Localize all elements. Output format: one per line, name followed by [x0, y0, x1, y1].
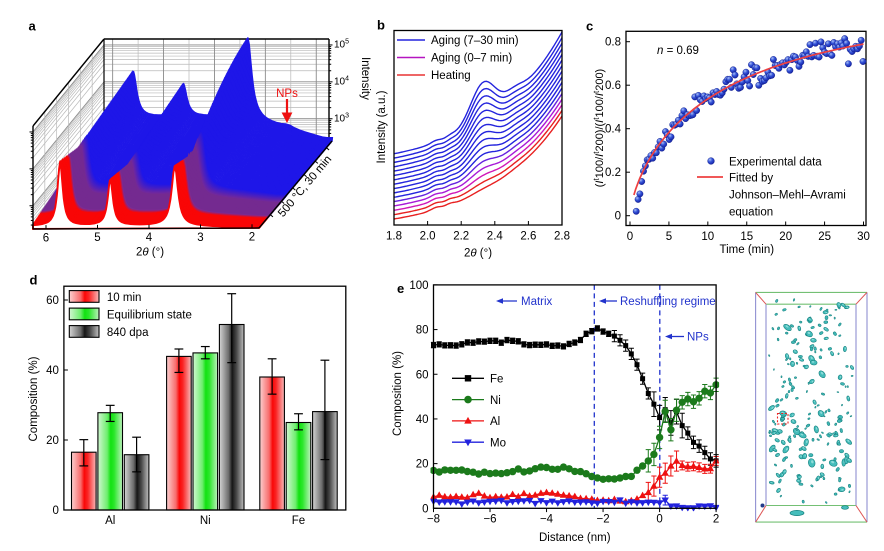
svg-text:2.4: 2.4 [487, 231, 504, 243]
svg-text:Composition (%): Composition (%) [28, 356, 40, 441]
svg-text:−8: −8 [427, 513, 440, 525]
svg-text:n = 0.69: n = 0.69 [657, 45, 699, 57]
svg-text:Fitted by: Fitted by [729, 173, 773, 185]
svg-text:a: a [29, 18, 37, 33]
svg-text:Fe: Fe [292, 515, 305, 527]
svg-text:2: 2 [249, 232, 255, 244]
svg-text:104: 104 [334, 76, 349, 88]
svg-text:0: 0 [422, 503, 428, 515]
svg-text:0: 0 [52, 505, 58, 517]
svg-text:30: 30 [857, 231, 870, 243]
svg-text:Heating: Heating [431, 70, 471, 82]
svg-text:equation: equation [729, 207, 773, 219]
svg-text:Composition (%): Composition (%) [392, 351, 404, 436]
svg-text:5: 5 [666, 231, 672, 243]
svg-text:20: 20 [779, 231, 792, 243]
svg-text:Mo: Mo [490, 438, 506, 450]
svg-text:Distance (nm): Distance (nm) [539, 532, 611, 544]
svg-text:Time (min): Time (min) [720, 244, 775, 256]
svg-text:Ni: Ni [200, 515, 211, 527]
svg-text:−2: −2 [597, 513, 610, 525]
svg-text:0.8: 0.8 [605, 37, 621, 49]
svg-text:d: d [30, 273, 38, 288]
svg-text:4: 4 [146, 232, 153, 244]
svg-text:2: 2 [713, 513, 719, 525]
svg-text:10: 10 [701, 231, 714, 243]
svg-text:NPs: NPs [276, 88, 298, 100]
svg-text:840 dpa: 840 dpa [107, 327, 149, 339]
svg-text:0.2: 0.2 [605, 167, 621, 179]
svg-text:2.8: 2.8 [554, 231, 570, 243]
svg-text:20: 20 [46, 435, 59, 447]
svg-text:(It100/It200)/(It100/It200): (It100/It200)/(It100/It200) [592, 69, 606, 187]
svg-text:40: 40 [46, 365, 59, 377]
svg-text:2θ (°): 2θ (°) [464, 248, 492, 260]
svg-text:2θ (°): 2θ (°) [136, 247, 164, 259]
svg-text:Johnson–Mehl–Avrami: Johnson–Mehl–Avrami [729, 190, 846, 202]
svg-text:103: 103 [334, 113, 349, 125]
svg-text:0: 0 [627, 231, 633, 243]
svg-text:Equilibrium state: Equilibrium state [107, 309, 192, 321]
svg-text:Reshuffling regime: Reshuffling regime [620, 296, 716, 308]
svg-text:0: 0 [656, 513, 662, 525]
svg-text:0.4: 0.4 [605, 124, 622, 136]
svg-text:Fe: Fe [490, 374, 503, 386]
svg-text:Intensity (a.u.): Intensity (a.u.) [376, 90, 388, 163]
svg-text:Al: Al [490, 416, 500, 428]
svg-text:25: 25 [818, 231, 831, 243]
svg-text:Intensity: Intensity [359, 57, 371, 100]
svg-text:80: 80 [416, 325, 429, 337]
svg-text:40: 40 [416, 414, 429, 426]
svg-text:Aging (7–30 min): Aging (7–30 min) [431, 35, 519, 47]
svg-text:−6: −6 [483, 513, 496, 525]
svg-text:0.6: 0.6 [605, 80, 621, 92]
svg-text:15: 15 [740, 231, 753, 243]
svg-text:5: 5 [94, 232, 100, 244]
svg-text:2.6: 2.6 [520, 231, 536, 243]
svg-text:60: 60 [46, 295, 59, 307]
svg-text:Al: Al [105, 515, 115, 527]
svg-text:60: 60 [416, 369, 429, 381]
svg-text:Experimental data: Experimental data [729, 157, 822, 169]
svg-text:105: 105 [334, 39, 349, 51]
svg-text:Aging (0–7 min): Aging (0–7 min) [431, 53, 512, 65]
svg-text:e: e [397, 281, 404, 296]
svg-text:NPs: NPs [687, 332, 709, 344]
svg-text:2.2: 2.2 [453, 231, 469, 243]
svg-text:3: 3 [197, 232, 203, 244]
svg-text:Matrix: Matrix [521, 296, 553, 308]
svg-text:c: c [586, 19, 593, 34]
svg-text:20: 20 [416, 459, 429, 471]
svg-text:0: 0 [615, 211, 621, 223]
svg-text:b: b [377, 18, 385, 33]
svg-text:Ni: Ni [490, 395, 501, 407]
svg-text:2.0: 2.0 [420, 231, 436, 243]
svg-text:6: 6 [43, 232, 49, 244]
svg-text:10 min: 10 min [107, 292, 142, 304]
svg-text:1.8: 1.8 [386, 231, 402, 243]
svg-text:100: 100 [409, 280, 428, 292]
svg-text:−4: −4 [540, 513, 554, 525]
